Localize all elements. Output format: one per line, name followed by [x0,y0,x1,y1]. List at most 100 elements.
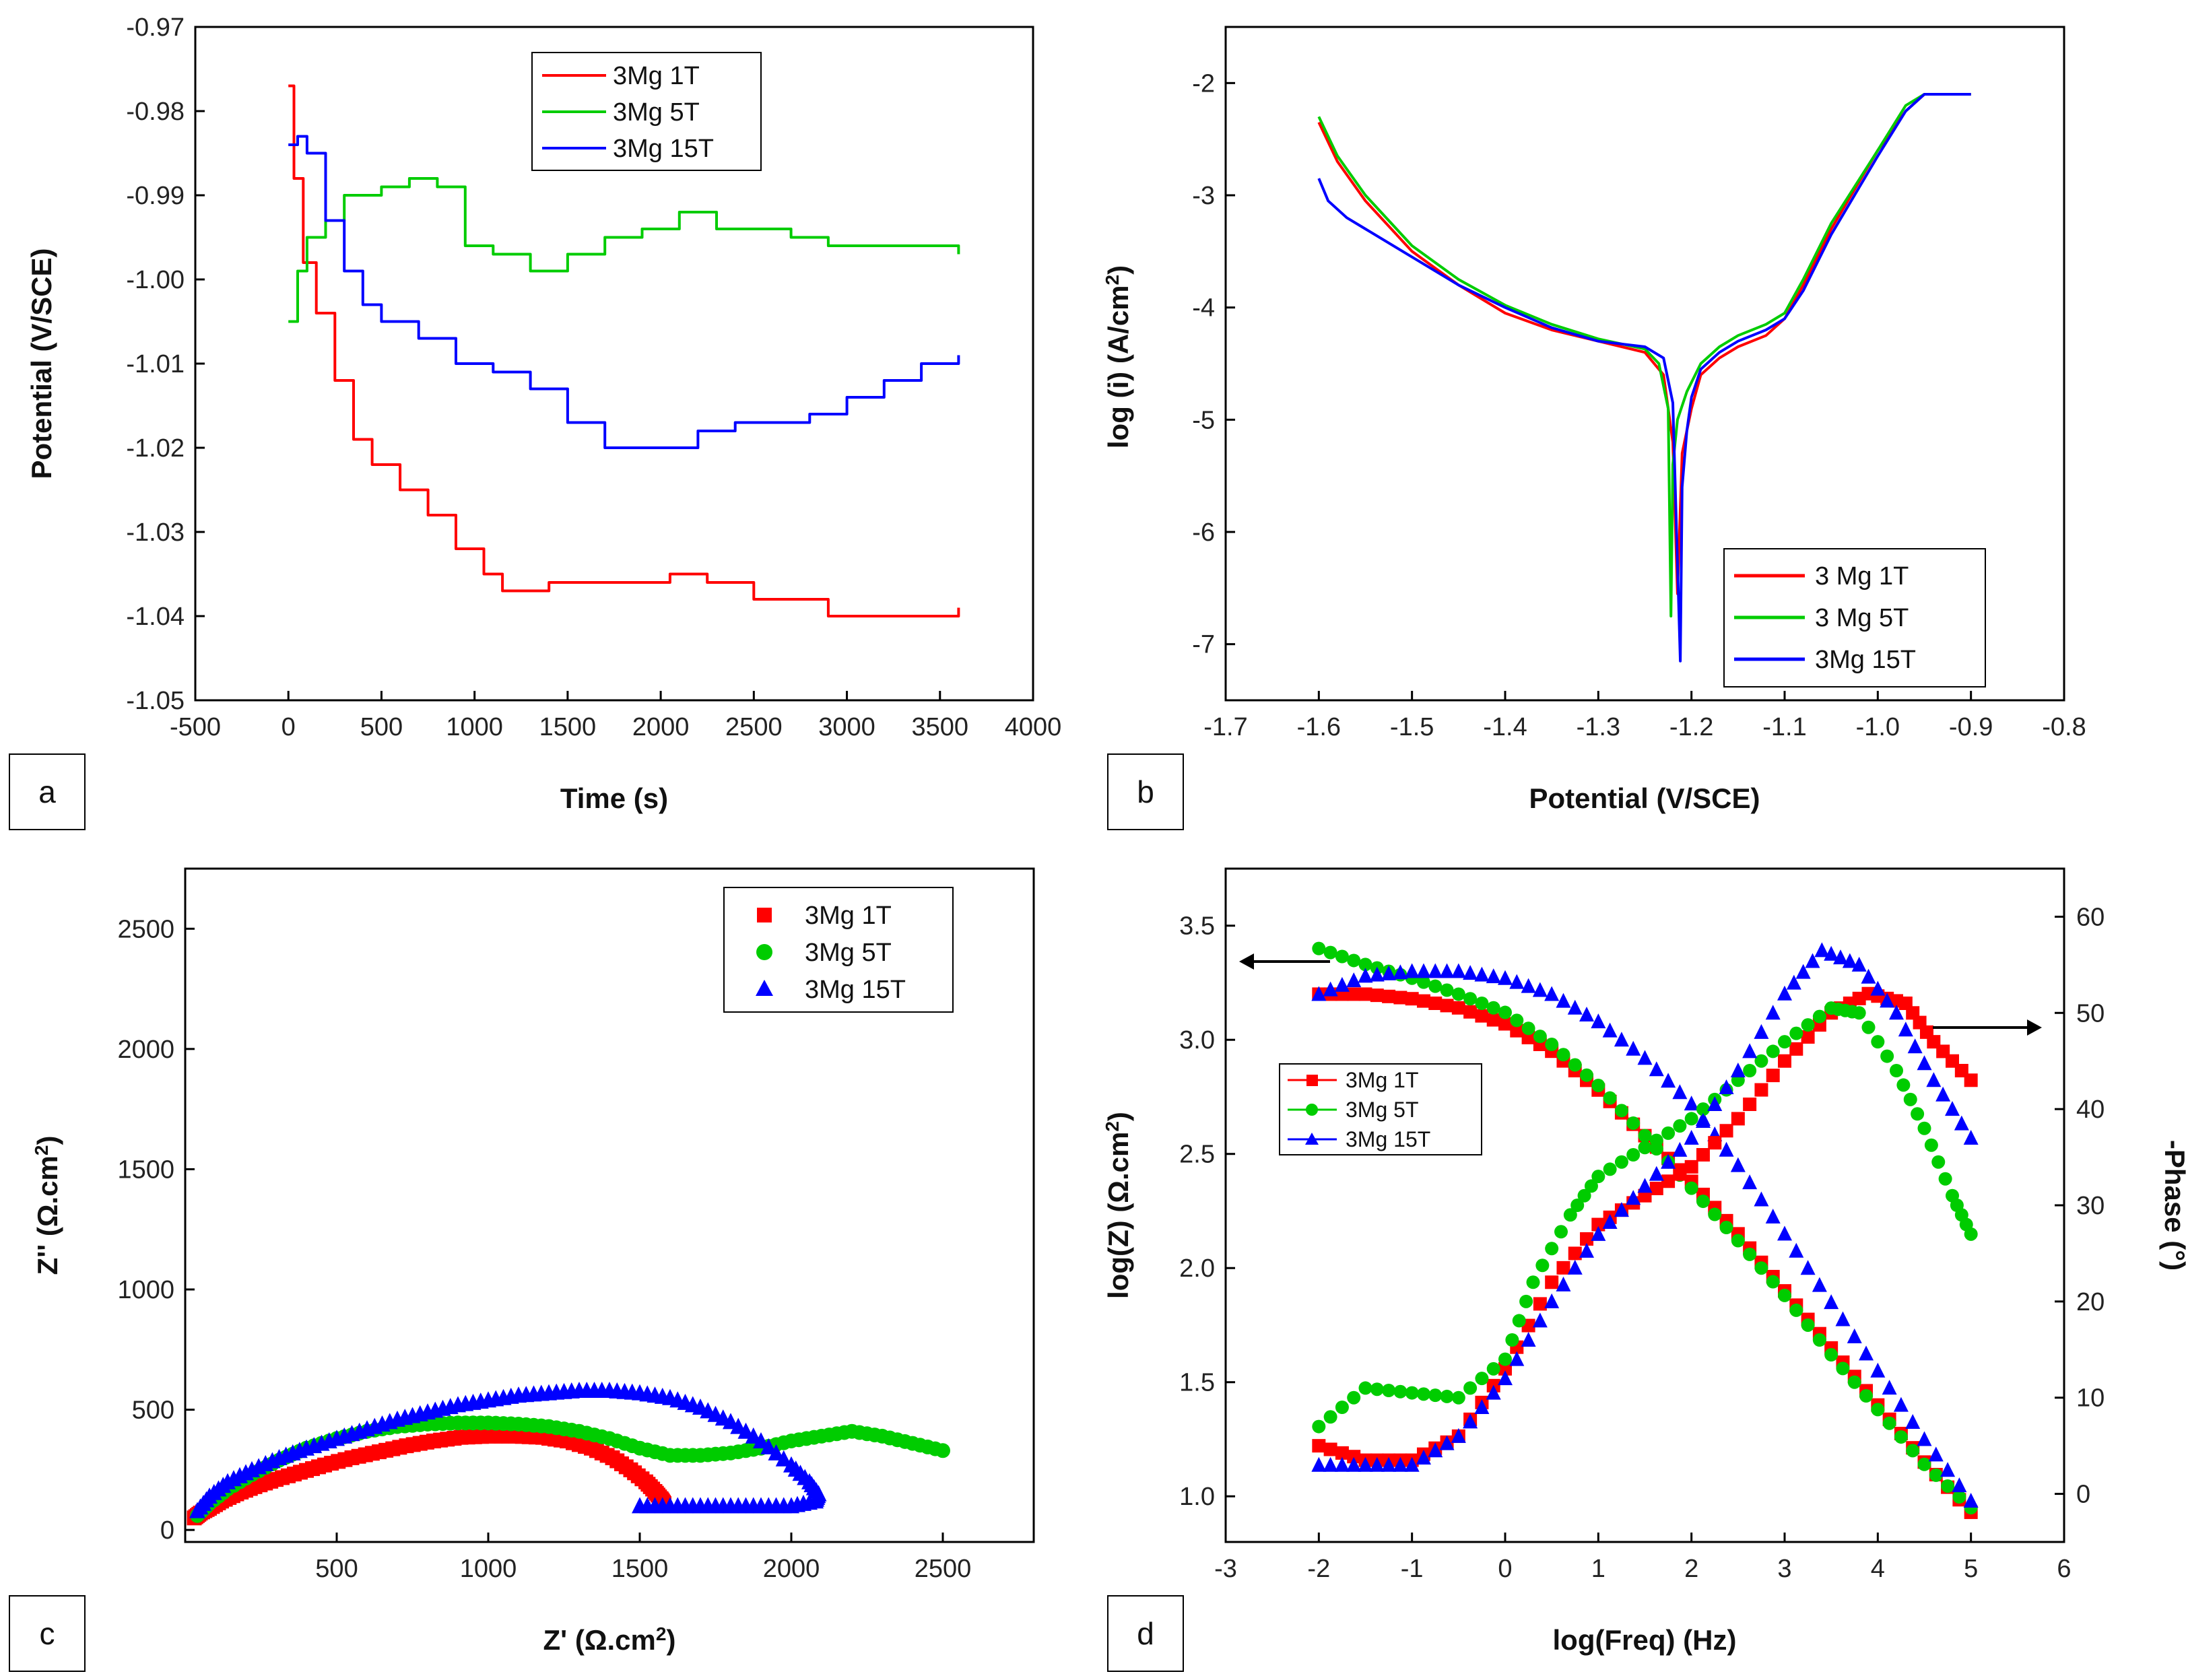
panel-d-x-label: log(Freq) (Hz) [1553,1624,1737,1656]
panel-d-y2-tick-label: 30 [2076,1192,2105,1220]
panel-d-point-3mg-15t [1870,980,1886,996]
panel-c-y-tick-label: 2500 [117,915,174,943]
panel-d-point-3mg-1t [1580,1232,1594,1246]
panel-b-y-label: log (i) (A/cm2) [1102,265,1134,448]
panel-b-x-tick-label: -0.8 [2042,713,2086,741]
panel-a-y-tick-label: -1.01 [126,350,185,378]
panel-d-x-tick-label: 4 [1871,1555,1885,1583]
panel-b-polarization: -1.7 -1.6 -1.5 -1.4 -1.3 -1.2 -1.1 -1.0 -0.9 -0.8… [1102,26,2086,830]
panel-d-legend: 3Mg 1T 3Mg 5T 3Mg 15T [1279,1063,1482,1155]
panel-d-point-3mg-15t [1591,1013,1606,1029]
panel-d-point-3mg-5t [1475,997,1489,1010]
panel-d-point-3mg-5t [1591,1170,1605,1184]
panel-d-point-3mg-15t [1719,1141,1734,1157]
panel-d-point-3mg-5t [1801,1018,1815,1032]
panel-d-point-3mg-5t [1312,1419,1326,1434]
panel-d-point-3mg-5t [1649,1133,1663,1147]
panel-d-point-3mg-15t [1544,986,1560,1001]
panel-d-point-3mg-1t [1498,1017,1512,1031]
panel-d-point-3mg-5t [1614,1104,1628,1118]
panel-d-point-3mg-15t [1323,1456,1338,1472]
panel-d-point-3mg-5t [1577,1188,1591,1203]
panel-c-nyquist: 500 1000 1500 2000 2500 05001000150020002500… [9,867,1035,1672]
panel-d-point-3mg-15t [1847,1328,1862,1343]
panel-d-point-3mg-5t [1512,1314,1526,1328]
panel-a-y-tick-label: -0.97 [126,13,185,42]
panel-d-series [1311,941,1979,1519]
panel-d-point-3mg-5t [1673,1119,1687,1133]
panel-d-point-3mg-1t [1673,1167,1687,1181]
panel-a-y-tick-label: -1.00 [126,266,185,294]
panel-d-point-3mg-1t [1475,1009,1489,1023]
panel-d-point-3mg-5t [1370,1382,1384,1397]
panel-d-point-3mg-1t [1778,1054,1791,1068]
panel-d-point-3mg-15t [1898,1021,1913,1037]
panel-d-point-3mg-1t [1463,1005,1478,1019]
panel-d-y-label-sup: 2 [1102,1121,1123,1132]
panel-d-point-3mg-15t [1428,963,1443,978]
panel-d-point-3mg-15t [1945,1101,1960,1116]
panel-c-y-label-end: ) [32,1136,63,1145]
panel-d-point-3mg-15t [1556,1276,1571,1291]
panel-d-point-3mg-5t [1486,1001,1500,1015]
panel-a-legend-label-1t: 3Mg 1T [613,62,700,90]
panel-d-point-3mg-15t [1498,970,1513,985]
panel-d-point-3mg-15t [1637,1178,1653,1193]
panel-d-point-3mg-15t [1358,968,1373,983]
panel-d-point-3mg-15t [1754,1023,1769,1039]
panel-d-point-3mg-5t [1938,1172,1952,1186]
panel-c-y-tick-label: 2000 [117,1036,174,1064]
panel-d-point-3mg-15t [1835,1311,1851,1326]
panel-d-point-3mg-15t [1707,1096,1723,1111]
panel-d-point-3mg-15t [1814,942,1830,957]
panel-d-point-3mg-15t [1917,1055,1932,1071]
panel-a-legend-label-5t: 3Mg 5T [613,98,700,127]
panel-d-y-label-main: log(Z) (Ω.cm [1102,1132,1134,1299]
panel-d-point-3mg-1t [1347,987,1361,1001]
panel-d-y2-tick-label: 40 [2076,1096,2105,1124]
panel-a-legend: 3Mg 1T 3Mg 5T 3Mg 15T [531,52,762,171]
panel-d-point-3mg-5t [1416,975,1430,989]
panel-d-point-3mg-1t [1312,1439,1326,1453]
panel-d-point-3mg-5t [1428,1388,1443,1403]
panel-d-point-3mg-1t [1440,999,1454,1013]
panel-c-y-tick-label: 0 [160,1516,174,1545]
panel-d-point-3mg-15t [1812,1277,1827,1292]
panel-d-point-3mg-5t [1906,1444,1920,1458]
panel-d-point-3mg-5t [1789,1026,1803,1040]
panel-d-y2-ticks: 0 10 20 30 40 50 60 [2055,903,2105,1509]
panel-d-point-3mg-5t [1323,1410,1337,1424]
panel-d-y-tick-label: 1.0 [1179,1483,1215,1511]
panel-d-point-3mg-15t [1851,956,1867,972]
panel-d-point-3mg-1t [1696,1148,1710,1162]
panel-b-tag: b [1137,774,1154,809]
panel-d-point-3mg-1t [1382,989,1396,1003]
panel-a-x-tick-label: 2500 [725,713,783,741]
panel-d-point-3mg-15t [1532,982,1548,997]
panel-d-point-3mg-5t [1563,1208,1577,1222]
panel-c-frame [184,867,1035,1543]
panel-d-point-3mg-15t [1556,993,1571,1008]
panel-d-y-ticks: 1.0 1.5 2.0 2.5 3.0 3.5 [1179,912,1235,1511]
panel-d-x-tick-label: -2 [1307,1555,1330,1583]
panel-a-y-ticks: -1.05 -1.04 -1.03 -1.02 -1.01 -1.00 -0.99 -0.98… [126,13,205,715]
panel-d-point-3mg-1t [1533,1297,1547,1311]
panel-b-x-tick-label: -1.3 [1577,713,1620,741]
panel-d-point-3mg-15t [1346,972,1362,988]
panel-d-point-3mg-5t [1812,1009,1826,1023]
panel-d-point-3mg-5t [1861,1020,1876,1034]
panel-d-point-3mg-15t [1626,1190,1641,1205]
panel-a-legend-label-15t: 3Mg 15T [613,135,714,163]
panel-b-y-label-sup: 2 [1102,275,1123,285]
panel-d-y-tick-label: 2.0 [1179,1254,1215,1283]
panel-d-y-tick-label: 3.0 [1179,1026,1215,1054]
panel-b-legend-label-5t: 3 Mg 5T [1815,604,1909,632]
panel-a-x-tick-label: 2000 [632,713,690,741]
panel-d-y2-label: -Phase (°) [2159,1140,2186,1271]
panel-d-point-3mg-5t [1568,1058,1582,1072]
panel-a-x-label: Time (s) [560,782,668,814]
panel-c-legend-marker-5t [756,944,772,960]
panel-c-x-tick-label: 500 [315,1555,358,1583]
panel-d-point-3mg-15t [1870,1362,1886,1378]
panel-c-y-label-main: Z'' (Ω.cm [32,1155,63,1275]
